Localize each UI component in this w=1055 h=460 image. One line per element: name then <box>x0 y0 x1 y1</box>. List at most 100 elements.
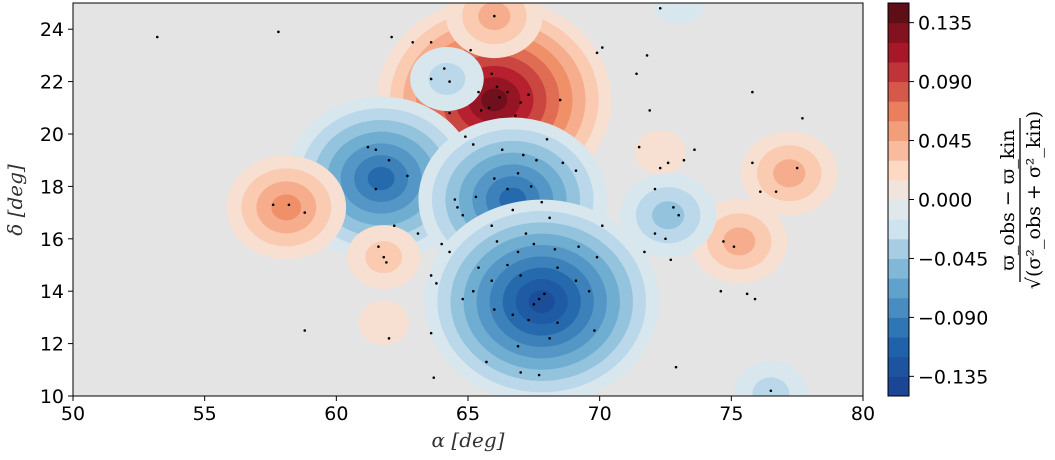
x-axis-label: α [deg] <box>432 428 505 452</box>
data-point <box>511 208 515 212</box>
data-point <box>601 46 604 49</box>
colorbar-band <box>888 101 909 122</box>
data-point <box>653 232 657 235</box>
data-point <box>506 187 509 191</box>
data-point <box>669 258 673 262</box>
data-point <box>645 54 649 57</box>
colorbar-band <box>888 219 909 240</box>
data-point <box>429 77 433 81</box>
x-tick-label: 65 <box>456 403 480 425</box>
data-point <box>574 279 578 283</box>
colorbar-band <box>888 140 909 161</box>
contour-band <box>752 377 790 396</box>
data-point <box>643 250 646 254</box>
contour-feature <box>410 46 484 111</box>
data-point <box>506 263 509 267</box>
x-tick-label: 80 <box>851 403 875 425</box>
y-axis: 10 12 14 16 18 20 22 24 <box>40 19 73 408</box>
data-point <box>595 255 599 259</box>
data-point <box>493 14 496 18</box>
y-tick-label: 14 <box>40 281 64 303</box>
data-point <box>387 158 391 162</box>
data-point <box>753 297 757 301</box>
data-point <box>374 187 378 191</box>
colorbar-tick-label: 0.135 <box>918 13 972 35</box>
data-point <box>469 48 472 52</box>
data-point <box>519 371 522 374</box>
colorbar-band <box>888 356 909 377</box>
data-point <box>479 109 483 112</box>
y-tick-label: 22 <box>40 72 64 94</box>
x-tick-label: 70 <box>588 403 612 425</box>
data-point <box>453 198 457 201</box>
data-point <box>553 247 557 251</box>
data-point <box>519 101 522 104</box>
colorbar-band <box>888 238 909 259</box>
data-point <box>519 274 522 277</box>
y-tick-label: 24 <box>40 19 64 41</box>
data-point <box>653 187 657 191</box>
y-axis-label: δ [deg] <box>3 164 27 236</box>
data-point <box>664 237 667 241</box>
data-point <box>527 93 530 96</box>
data-point <box>672 206 675 209</box>
y-tick-label: 12 <box>40 334 64 356</box>
data-point <box>406 174 409 178</box>
data-point <box>511 313 515 317</box>
data-point <box>495 240 499 243</box>
data-point <box>682 158 686 162</box>
data-point <box>490 224 494 227</box>
data-point <box>516 344 520 348</box>
colorbar-band <box>888 61 909 83</box>
data-point <box>411 41 415 44</box>
data-point <box>545 137 549 141</box>
data-point <box>448 80 451 83</box>
x-axis: 50 55 60 65 70 75 80 <box>61 396 875 425</box>
colorbar-band <box>888 337 909 358</box>
data-point <box>556 321 559 324</box>
colorbar-band <box>888 376 909 397</box>
colorbar-tick-label: −0.135 <box>918 366 988 388</box>
data-point <box>366 145 370 149</box>
data-point <box>537 373 541 377</box>
x-tick-label: 55 <box>193 403 217 425</box>
data-point <box>535 158 538 162</box>
y-tick-label: 16 <box>40 229 64 251</box>
colorbar-label: ϖ_obs − ϖ_kin √(σ²_obs + σ²_kin) <box>997 111 1045 289</box>
data-point <box>461 297 465 301</box>
contour-band <box>358 300 410 345</box>
data-point <box>524 232 528 235</box>
colorbar-tick-label: −0.045 <box>918 248 988 270</box>
data-point <box>751 161 754 165</box>
data-point <box>795 166 799 170</box>
scatter-points <box>155 6 804 393</box>
data-point <box>416 232 420 235</box>
data-point <box>443 67 446 70</box>
data-point <box>464 135 467 138</box>
data-point <box>722 240 725 243</box>
colorbar-band <box>888 3 909 24</box>
data-point <box>522 153 525 157</box>
y-tick-label: 20 <box>40 124 64 146</box>
data-point <box>485 360 488 364</box>
contour-feature <box>424 199 659 396</box>
data-point <box>471 143 475 146</box>
colorbar-tick-label: 0.000 <box>918 190 972 212</box>
data-point <box>561 161 565 165</box>
contour-band <box>481 88 508 112</box>
data-point <box>392 224 396 227</box>
contour-feature <box>634 130 686 175</box>
colorbar-band <box>888 160 909 181</box>
contour-bands <box>226 3 838 396</box>
colorbar-band <box>888 179 909 200</box>
data-point <box>495 85 499 89</box>
data-point <box>429 41 433 44</box>
colorbar: 0.135 0.090 0.045 0.000 −0.045 −0.090 −0.135 ϖ… <box>887 2 1045 397</box>
data-point <box>440 242 443 246</box>
data-point <box>500 148 504 152</box>
data-point <box>461 213 465 217</box>
data-point <box>377 245 380 248</box>
contour-band <box>428 62 466 95</box>
data-point <box>448 250 451 254</box>
